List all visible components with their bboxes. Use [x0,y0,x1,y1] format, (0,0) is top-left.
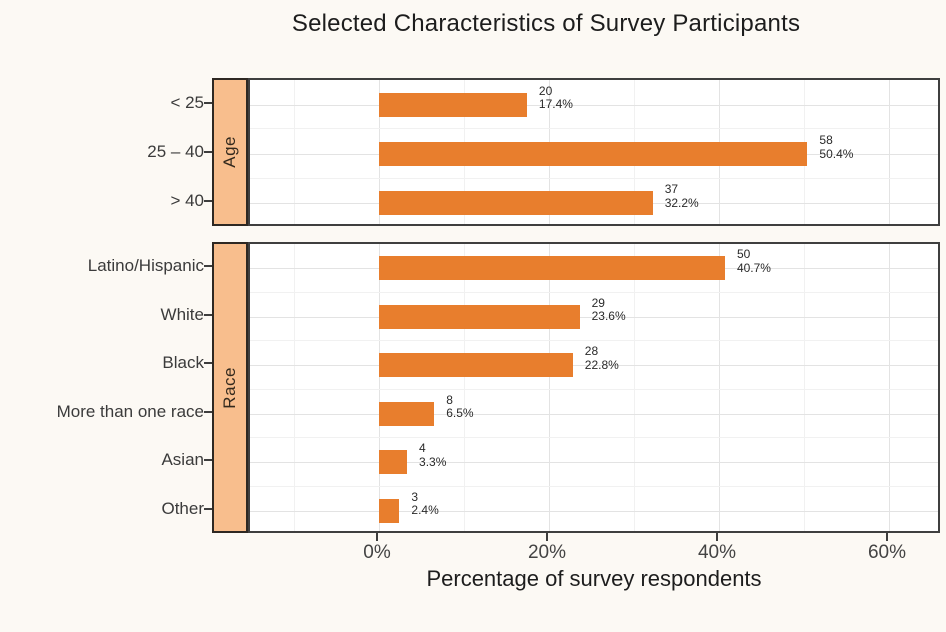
gridline-minor-x [634,244,635,531]
bar-race-1 [379,304,580,329]
category-label: Latino/Hispanic [87,256,204,276]
gridline-major-y [250,316,938,318]
bar-value-label: 58 50.4% [819,133,854,161]
gridline-minor-y [250,177,938,179]
facet-strip-label: Age [220,136,239,168]
x-tick-mark [546,533,548,541]
bar-count-label: 8 [446,392,453,407]
chart-title: Selected Characteristics of Survey Parti… [291,10,801,37]
bar-value-label: 20 17.4% [538,83,573,112]
bar-percent-label: 17.4% [538,97,573,112]
bar-count-label: 50 [736,247,751,262]
gridline-minor-y [250,291,938,293]
bar-percent-label: 6.5% [446,406,474,421]
gridline-minor-x [464,244,465,531]
gridline-minor-x [294,244,295,531]
gridline-major-y [250,462,938,464]
gridline-major-y [250,510,938,512]
bar-percent-label: 23.6% [591,309,626,324]
gridline-minor-y [250,340,938,341]
facet-panel-age: 20 17.4% 58 50.4% 37 32.2% [248,78,940,226]
bar-count-label: 29 [591,295,605,310]
gridline-major-x [889,80,890,224]
gridline-major-x [719,244,720,531]
y-tick-mark [204,410,212,413]
bar-value-label: 28 22.8% [585,345,619,372]
facet-strip-age: Age [212,78,248,226]
bar-race-3 [379,401,435,426]
bar-count-label: 3 [411,489,419,504]
gridline-minor-y [250,437,938,438]
bar-value-label: 4 3.3% [419,442,446,469]
x-tick-mark [376,533,378,541]
bar-percent-label: 22.8% [584,357,619,372]
y-tick-mark [204,362,212,365]
bar-count-label: 4 [419,441,426,456]
gridline-minor-y [250,128,938,130]
x-tick-label: 0% [363,542,391,563]
gridline-major-y [250,413,938,415]
bar-value-label: 37 32.2% [665,183,699,210]
bar-age-0 [379,92,527,117]
x-tick-mark [716,533,718,541]
bar-percent-label: 32.2% [664,195,699,210]
bar-race-5 [379,498,400,523]
gridline-major-x [549,244,550,531]
y-tick-mark [204,101,212,104]
bar-race-0 [379,256,725,281]
bar-age-1 [379,142,808,166]
bar-percent-label: 2.4% [411,503,439,518]
facet-strip-label: Race [220,366,239,409]
facet-panel-race: 50 40.7% 29 23.6% 28 22.8% 8 6.5% 4 3.3% 3 2.4% [248,242,940,533]
gridline-major-y [250,104,938,106]
bar-percent-label: 50.4% [819,146,854,161]
gridline-major-x [379,244,380,531]
y-tick-mark [204,507,212,510]
y-tick-mark [204,313,212,316]
category-label: > 40 [170,191,204,211]
bar-age-2 [379,191,653,216]
x-tick-label: 20% [527,542,567,563]
x-axis-title: Percentage of survey respondents [426,566,762,591]
gridline-minor-y [250,388,938,390]
y-tick-mark [204,151,212,153]
x-tick-label: 40% [697,542,737,563]
y-tick-mark [204,265,212,268]
category-label: Other [161,498,204,518]
bar-race-4 [379,450,408,475]
category-label: < 25 [170,92,204,112]
gridline-minor-x [804,244,805,531]
category-label: White [160,304,204,324]
bar-value-label: 3 2.4% [411,489,439,518]
bar-count-label: 28 [584,344,599,359]
x-tick-mark [886,533,888,541]
bar-count-label: 37 [664,182,679,197]
gridline-major-x [889,244,890,531]
category-label: 25 – 40 [147,142,204,161]
category-label: Asian [161,450,204,470]
bar-count-label: 58 [819,133,833,147]
category-label: More than one race [56,401,204,421]
gridline-major-y [250,365,938,367]
bar-race-2 [379,353,573,378]
bar-count-label: 20 [538,83,553,98]
category-label: Black [162,353,204,373]
bar-percent-label: 40.7% [736,260,771,275]
bar-value-label: 50 40.7% [737,248,771,275]
y-tick-mark [204,200,212,203]
x-tick-label: 60% [867,542,907,563]
bar-percent-label: 3.3% [419,454,447,469]
facet-strip-race: Race [212,242,248,533]
bar-value-label: 8 6.5% [446,392,474,421]
gridline-minor-y [250,485,938,487]
gridline-minor-x [294,80,295,224]
bar-value-label: 29 23.6% [591,295,626,324]
y-tick-mark [204,459,212,462]
